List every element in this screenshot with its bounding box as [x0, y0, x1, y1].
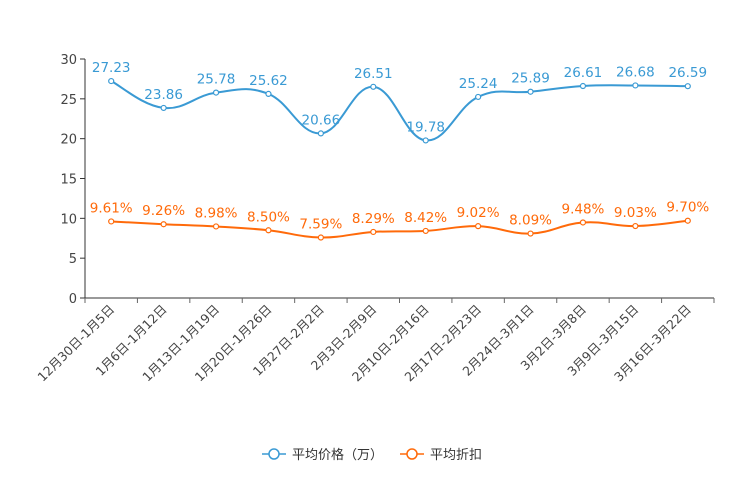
- data-point: [475, 223, 482, 230]
- data-point: [579, 219, 587, 226]
- legend-circle-icon: [406, 448, 418, 460]
- data-point: [317, 130, 324, 137]
- y-tick-label: 20: [60, 133, 77, 148]
- data-label: 9.48%: [562, 201, 605, 217]
- data-label: 8.98%: [195, 205, 238, 221]
- data-label: 20.66: [302, 112, 341, 128]
- data-point: [108, 77, 115, 85]
- y-tick-label: 5: [69, 252, 77, 267]
- data-label: 26.59: [668, 65, 707, 81]
- data-label: 8.42%: [404, 210, 447, 226]
- data-point: [632, 82, 639, 89]
- data-point: [422, 137, 429, 144]
- data-label: 23.86: [144, 87, 183, 103]
- data-label: 7.59%: [299, 217, 342, 233]
- data-label: 27.23: [92, 60, 131, 76]
- data-label: 9.61%: [90, 200, 133, 216]
- data-label: 9.03%: [614, 205, 657, 221]
- data-label: 26.61: [564, 65, 603, 81]
- series-line-0: [110, 80, 688, 142]
- data-point: [527, 230, 534, 237]
- y-tick-label: 10: [60, 212, 77, 227]
- data-point: [370, 83, 377, 90]
- data-label: 26.68: [616, 64, 655, 80]
- y-tick-label: 15: [60, 173, 77, 188]
- data-label: 9.70%: [666, 200, 709, 216]
- data-label: 25.24: [459, 76, 498, 92]
- y-tick-label: 0: [69, 292, 77, 307]
- data-label: 8.50%: [247, 209, 290, 225]
- data-label: 19.78: [406, 119, 445, 135]
- data-label: 8.29%: [352, 211, 395, 227]
- data-point: [684, 217, 691, 224]
- data-label: 26.51: [354, 66, 393, 82]
- data-label: 25.62: [249, 73, 288, 89]
- data-point: [108, 218, 115, 225]
- data-label: 9.02%: [457, 205, 500, 221]
- legend-circle-icon: [268, 448, 280, 460]
- data-point: [370, 228, 377, 236]
- data-point: [212, 89, 220, 96]
- series-line-1: [111, 219, 688, 239]
- data-label: 25.78: [197, 72, 236, 88]
- legend-label: 平均折扣: [430, 448, 482, 463]
- data-point: [579, 82, 587, 90]
- data-label: 9.26%: [142, 203, 185, 219]
- data-point: [160, 221, 167, 228]
- data-point: [265, 227, 272, 234]
- data-label: 25.89: [511, 71, 550, 87]
- data-point: [684, 83, 691, 90]
- y-tick-label: 25: [60, 93, 77, 108]
- data-point: [527, 88, 534, 95]
- data-point: [475, 93, 482, 101]
- data-label: 8.09%: [509, 213, 552, 229]
- y-tick-label: 30: [60, 53, 77, 68]
- data-point: [265, 90, 272, 97]
- data-point: [160, 104, 167, 112]
- data-point: [212, 223, 220, 230]
- data-point: [422, 227, 429, 235]
- legend-label: 平均价格（万）: [292, 447, 383, 463]
- data-point: [317, 234, 324, 241]
- data-point: [632, 222, 639, 230]
